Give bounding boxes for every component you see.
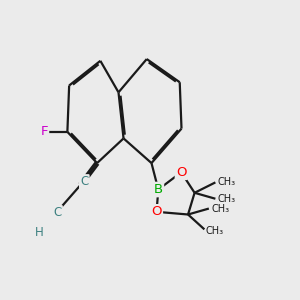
Text: O: O xyxy=(151,205,162,218)
Text: CH₃: CH₃ xyxy=(206,226,224,236)
Text: F: F xyxy=(40,125,48,138)
Text: C: C xyxy=(80,175,88,188)
Text: CH₃: CH₃ xyxy=(218,177,236,188)
Text: CH₃: CH₃ xyxy=(218,194,236,204)
Text: B: B xyxy=(154,183,163,196)
Text: H: H xyxy=(35,226,44,239)
Text: CH₃: CH₃ xyxy=(211,204,230,214)
Text: C: C xyxy=(53,206,62,219)
Text: O: O xyxy=(176,166,187,179)
